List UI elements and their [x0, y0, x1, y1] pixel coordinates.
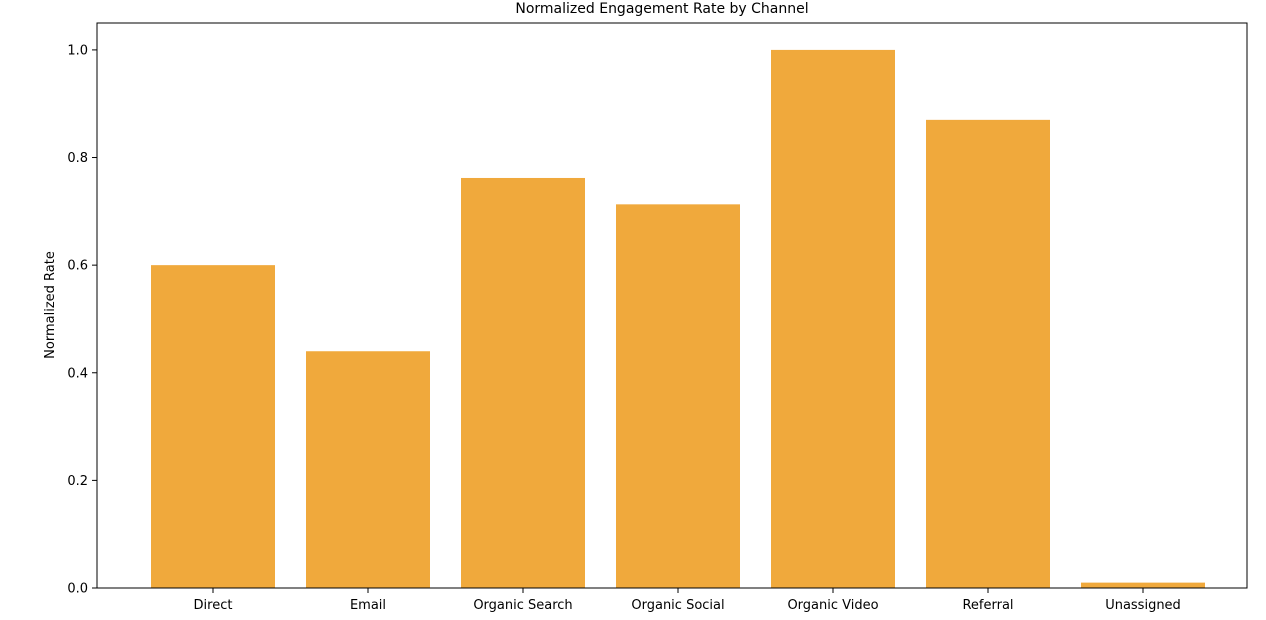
x-tick-label: Organic Social [631, 598, 724, 613]
plot-area-frame [96, 22, 1248, 589]
bar-direct [151, 265, 275, 588]
y-tick-label: 1.0 [67, 43, 88, 58]
y-tick-label: 0.4 [67, 366, 88, 381]
bar-organic-video [771, 49, 895, 588]
x-tick-label: Organic Video [787, 598, 878, 613]
x-tick-label: Organic Search [473, 598, 572, 613]
x-tick-label: Direct [194, 598, 233, 613]
y-axis-ticks: 0.0 0.2 0.4 0.6 0.8 1.0 [67, 43, 97, 597]
bar-referral [926, 119, 1050, 588]
x-axis-ticks: Direct Email Organic Search Organic Social O… [194, 588, 1181, 613]
bar-email [306, 351, 430, 588]
y-tick-label: 0.2 [67, 474, 88, 489]
bar-organic-social [616, 204, 740, 589]
y-tick-label: 0.8 [67, 151, 88, 166]
y-tick-label: 0.6 [67, 259, 88, 274]
y-tick-label: 0.0 [67, 582, 88, 597]
x-tick-label: Unassigned [1105, 598, 1181, 613]
bars-layer [151, 49, 1205, 589]
chart-title: Normalized Engagement Rate by Channel [515, 1, 808, 17]
y-axis-label: Normalized Rate [43, 251, 58, 359]
x-tick-label: Email [350, 598, 386, 613]
x-tick-label: Referral [962, 598, 1013, 613]
bar-unassigned [1081, 582, 1205, 588]
bar-organic-search [461, 177, 585, 588]
